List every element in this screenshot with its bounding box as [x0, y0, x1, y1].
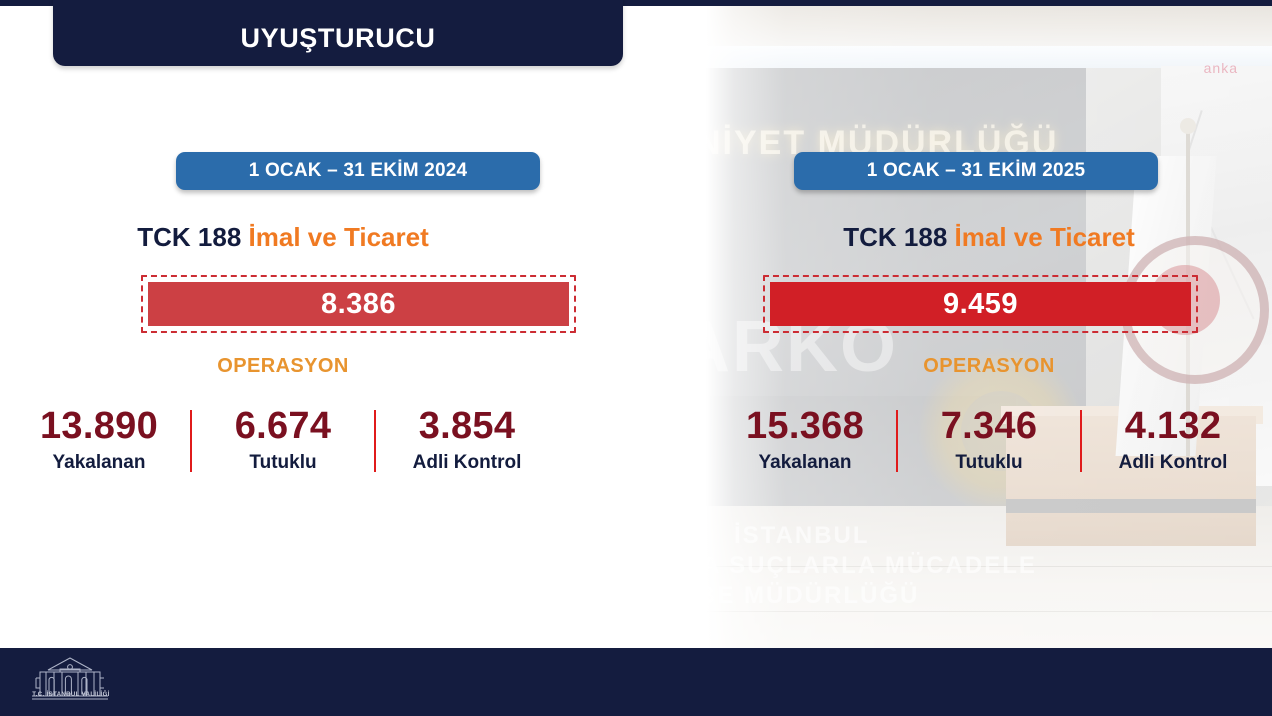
top-accent-strip — [0, 0, 1272, 6]
operation-label: OPERASYON — [217, 355, 349, 377]
operation-bar-wrapper: 8.386 — [141, 275, 576, 333]
law-name: İmal ve Ticaret — [954, 222, 1135, 252]
stat-label: Tutuklu — [955, 452, 1023, 473]
stat-label: Yakalanan — [758, 452, 852, 473]
law-heading: TCK 188 İmal ve Ticaret — [0, 222, 566, 253]
stat-value: 3.854 — [418, 405, 516, 447]
stat-item-adli-kontrol: 3.854 Adli Kontrol — [376, 404, 558, 476]
date-range-badge: 1 OCAK – 31 EKİM 2024 — [176, 152, 540, 190]
date-range-label: 1 OCAK – 31 EKİM 2025 — [866, 160, 1086, 181]
operation-count: 8.386 — [320, 287, 397, 320]
stat-value: 6.674 — [234, 405, 332, 447]
law-name: İmal ve Ticaret — [248, 222, 429, 252]
stat-label: Adli Kontrol — [412, 452, 522, 473]
operation-count: 9.459 — [942, 287, 1019, 320]
operation-bar-fill: 9.459 — [770, 282, 1191, 326]
stats-row: 13.890 Yakalanan 6.674 Tutuklu 3.854 Adl… — [0, 404, 566, 476]
law-code: TCK 188 — [843, 222, 948, 252]
date-range-label: 1 OCAK – 31 EKİM 2024 — [248, 160, 468, 181]
panel-year-2024: 1 OCAK – 31 EKİM 2024 TCK 188 İmal ve Ti… — [0, 0, 576, 648]
date-range-badge: 1 OCAK – 31 EKİM 2025 — [794, 152, 1158, 190]
law-code: TCK 188 — [137, 222, 242, 252]
stat-value: 4.132 — [1124, 405, 1222, 447]
footer-logo-text: T.C. İSTANBUL VALİLİĞİ — [32, 692, 110, 698]
stat-item-tutuklu: 6.674 Tutuklu — [192, 404, 374, 476]
law-heading: TCK 188 İmal ve Ticaret — [706, 222, 1272, 253]
stat-item-tutuklu: 7.346 Tutuklu — [898, 404, 1080, 476]
stat-divider — [374, 410, 376, 472]
operation-bar-fill: 8.386 — [148, 282, 569, 326]
stat-item-yakalanan: 13.890 Yakalanan — [8, 404, 190, 476]
operation-bar-dashed-outline: 9.459 — [763, 275, 1198, 333]
panel-year-2025: 1 OCAK – 31 EKİM 2025 TCK 188 İmal ve Ti… — [706, 0, 1272, 648]
stat-value: 15.368 — [745, 405, 865, 447]
stat-label: Tutuklu — [249, 452, 317, 473]
operation-bar-dashed-outline: 8.386 — [141, 275, 576, 333]
stat-label: Adli Kontrol — [1118, 452, 1228, 473]
stat-item-adli-kontrol: 4.132 Adli Kontrol — [1082, 404, 1264, 476]
footer-bar: T.C. İSTANBUL VALİLİĞİ — [0, 648, 1272, 716]
page-title: UYUŞTURUCU — [240, 23, 436, 53]
operation-bar-wrapper: 9.459 — [763, 275, 1198, 333]
stat-value: 7.346 — [940, 405, 1038, 447]
page-title-banner: UYUŞTURUCU — [53, 0, 623, 66]
stats-row: 15.368 Yakalanan 7.346 Tutuklu 4.132 Adl… — [706, 404, 1272, 476]
stat-label: Yakalanan — [52, 452, 146, 473]
governorship-building-icon — [30, 656, 110, 710]
stat-value: 13.890 — [39, 405, 159, 447]
stat-divider — [190, 410, 192, 472]
stat-item-yakalanan: 15.368 Yakalanan — [714, 404, 896, 476]
operation-label: OPERASYON — [923, 355, 1055, 377]
